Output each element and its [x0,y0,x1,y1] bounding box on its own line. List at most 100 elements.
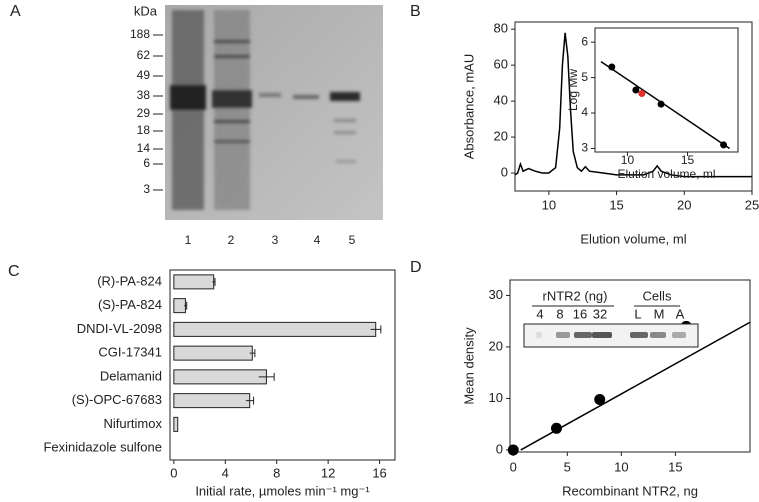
lane-label: M [654,306,665,321]
x-tick-label: 10 [621,153,635,167]
fit-line [600,61,731,150]
data-line [514,32,752,178]
lane-label: 32 [593,306,607,321]
y-tick-label: 4 [581,105,588,119]
plot-frame [509,279,751,453]
y-tick-label: 6 [581,34,588,48]
x-axis-label: Elution volume, ml [617,167,715,181]
x-tick-label: 16 [372,465,386,480]
bar [173,321,377,337]
panel-label: C [8,263,20,280]
marker-label: 6 [143,156,150,170]
y-tick-label: 20 [489,338,503,353]
x-tick-label: 10 [542,197,556,212]
y-tick-label: 80 [494,21,508,36]
data-point [507,444,519,456]
marker-label: 29 [137,106,151,120]
x-tick-label: 0 [170,465,177,480]
y-tick-label: 30 [489,287,503,302]
bar [173,274,215,290]
error-bar [370,325,382,334]
plot-frame [514,21,753,192]
plot-frame [169,269,396,461]
lane-label: 3 [272,233,279,247]
x-tick-label: 20 [677,197,691,212]
lane-label: L [634,306,641,321]
y-axis-label: Absorbance, mAU [461,54,476,160]
blot-band [536,332,542,338]
category-label: Fexinidazole sulfone [43,440,162,455]
lane-label: 2 [228,233,235,247]
lane-label: 8 [556,306,563,321]
data-point [657,100,665,108]
y-tick-label: 5 [581,70,588,84]
category-label: (S)-OPC-67683 [72,392,162,407]
y-axis-label: Log Mw [566,69,580,111]
blot-band [650,332,666,338]
bar [173,345,253,361]
category-label: CGI-17341 [98,345,162,360]
category-label: (S)-PA-824 [98,297,162,312]
blot-title: rNTR2 (ng) [542,288,607,303]
data-point [632,86,640,94]
marker-label: 18 [137,123,151,137]
bar [173,369,267,385]
category-label: Nifurtimox [103,416,162,431]
bar [173,298,186,314]
x-tick-label: 15 [668,459,682,474]
lane-label: 16 [573,306,587,321]
lane-label: 4 [314,233,321,247]
panel-label: B [410,3,421,20]
x-tick-label: 12 [321,465,335,480]
panel-label: D [410,259,422,276]
blot-band [574,332,592,338]
y-tick-label: 60 [494,57,508,72]
blot-band [630,332,648,338]
lane-label: 4 [536,306,543,321]
error-bar [249,349,256,358]
x-tick-label: 8 [273,465,280,480]
category-label: DNDI-VL-2098 [77,321,162,336]
y-tick-label: 0 [496,441,503,456]
panel-label: A [10,3,21,20]
x-tick-label: 15 [609,197,623,212]
data-point [608,63,616,71]
error-bar [212,277,216,286]
y-tick-label: 10 [489,390,503,405]
category-label: Delamanid [100,368,162,383]
x-axis-label: Initial rate, µmoles min⁻¹ mg⁻¹ [195,483,370,498]
marker-label: 188 [130,27,150,41]
lane-label: 1 [185,233,192,247]
lane-label: A [676,306,685,321]
x-axis-label: Elution volume, ml [580,231,686,246]
blot-band [556,332,570,338]
gel-image [165,5,383,220]
x-tick-label: 10 [614,459,628,474]
data-point [638,90,646,98]
marker-label: 14 [137,141,151,155]
marker-label: 62 [137,48,151,62]
marker-label: 3 [143,182,150,196]
unit-label: kDa [134,3,158,18]
data-point [550,422,562,434]
marker-label: 49 [137,68,151,82]
y-tick-label: 3 [581,141,588,155]
y-tick-label: 20 [494,129,508,144]
x-tick-label: 5 [564,459,571,474]
marker-label: 38 [137,88,151,102]
x-tick-label: 4 [222,465,229,480]
y-tick-label: 40 [494,93,508,108]
error-bar [258,372,275,381]
y-tick-label: 0 [501,164,508,179]
x-axis-label: Recombinant NTR2, ng [562,483,698,498]
blot-title: Cells [643,288,672,303]
y-axis-label: Mean density [461,327,476,405]
bar [173,416,179,432]
blot-band [672,332,686,338]
x-tick-label: 15 [681,153,695,167]
data-point [594,393,606,405]
data-point [720,141,728,149]
lane-label: 5 [349,233,356,247]
